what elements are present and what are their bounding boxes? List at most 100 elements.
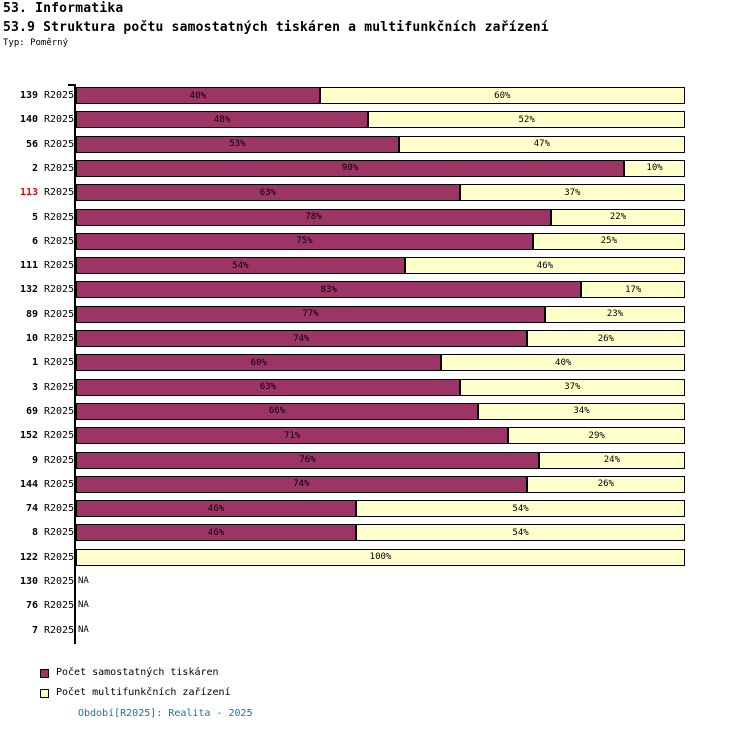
bar-value-label: 26%	[597, 333, 614, 344]
stacked-bar[interactable]: 75% 25%	[76, 232, 685, 250]
stacked-bar[interactable]: 46% 54%	[76, 500, 685, 518]
stacked-bar[interactable]: 60% 40%	[76, 354, 685, 372]
stacked-bar[interactable]: 78% 22%	[76, 208, 685, 226]
stacked-bar[interactable]: 76% 24%	[76, 451, 685, 469]
table-row[interactable]: 74 R2025 46% 54%	[0, 500, 750, 520]
bar-segment-printers[interactable]: 74%	[76, 330, 527, 347]
table-row[interactable]: 3 R2025 63% 37%	[0, 378, 750, 399]
table-row[interactable]: 139 R2025 40% 60%	[0, 87, 750, 107]
bar-segment-multifunction[interactable]: 29%	[508, 427, 685, 445]
bar-segment-multifunction[interactable]: 46%	[404, 257, 685, 275]
bar-value-label: 25%	[600, 236, 617, 247]
table-row[interactable]: 152 R2025 71% 29%	[0, 427, 750, 447]
table-row[interactable]: 1 R2025 60% 40%	[0, 354, 750, 374]
bar-segment-multifunction[interactable]: 54%	[356, 500, 685, 518]
stacked-bar[interactable]: 71% 29%	[76, 427, 685, 445]
table-row[interactable]: 69 R2025 66% 34%	[0, 402, 750, 423]
row-id-label: 5	[31, 211, 38, 223]
bar-segment-multifunction[interactable]: 37%	[459, 378, 685, 396]
stacked-bar[interactable]: 77% 23%	[76, 305, 685, 323]
table-row[interactable]: 111 R2025 54% 46%	[0, 257, 750, 277]
stacked-bar[interactable]: 54% 46%	[76, 257, 685, 275]
bar-segment-printers[interactable]: 60%	[76, 354, 442, 372]
bar-segment-multifunction[interactable]: 40%	[441, 354, 685, 372]
bar-segment-multifunction[interactable]: 24%	[538, 451, 685, 469]
bar-segment-printers[interactable]: 78%	[76, 208, 552, 226]
stacked-bar[interactable]: 46% 54%	[76, 524, 685, 542]
bar-segment-multifunction[interactable]: 17%	[581, 281, 685, 299]
bar-segment-multifunction[interactable]: 52%	[368, 111, 685, 129]
bar-segment-multifunction[interactable]: 26%	[526, 330, 685, 347]
table-row[interactable]: 76 R2025 NA	[0, 597, 750, 617]
stacked-bar[interactable]: 63% 37%	[76, 184, 685, 202]
table-row[interactable]: 5 R2025 78% 22%	[0, 208, 750, 229]
stacked-bar[interactable]: 83% 17%	[76, 281, 685, 299]
row-period-label: R2025	[44, 211, 75, 223]
table-row[interactable]: 144 R2025 74% 26%	[0, 475, 750, 496]
stacked-bar[interactable]: 74% 26%	[76, 330, 685, 347]
bar-value-label: 75%	[296, 236, 313, 247]
bar-segment-printers[interactable]: 48%	[76, 111, 369, 129]
bar-segment-printers[interactable]: 54%	[76, 257, 405, 275]
bar-segment-multifunction[interactable]: 10%	[624, 159, 685, 177]
bar-segment-printers[interactable]: 83%	[76, 281, 582, 299]
table-row[interactable]: 89 R2025 77% 23%	[0, 305, 750, 326]
bar-segment-multifunction[interactable]: 37%	[459, 184, 685, 202]
bar-segment-printers[interactable]: 90%	[76, 159, 625, 177]
bar-value-label: 22%	[609, 212, 627, 222]
bar-segment-printers[interactable]: 46%	[76, 524, 357, 542]
table-row[interactable]: 8 R2025 46% 54%	[0, 524, 750, 544]
bar-segment-multifunction[interactable]: 25%	[532, 232, 685, 250]
bar-segment-printers[interactable]: 76%	[76, 451, 539, 469]
stacked-bar[interactable]: 40% 60%	[76, 87, 685, 104]
row-id-label: 74	[25, 503, 38, 515]
bar-segment-printers[interactable]: 63%	[76, 378, 460, 396]
row-id-label: 56	[25, 138, 38, 150]
bar-segment-multifunction[interactable]: 100%	[76, 548, 685, 566]
bar-segment-printers[interactable]: 46%	[76, 500, 357, 518]
stacked-bar[interactable]: 90% 10%	[76, 159, 685, 177]
bar-segment-multifunction[interactable]: 47%	[398, 135, 685, 153]
bar-value-label: 60%	[250, 357, 267, 368]
bar-segment-multifunction[interactable]: 34%	[477, 402, 685, 420]
row-period-label: R2025	[44, 454, 75, 466]
bar-segment-printers[interactable]: 63%	[76, 184, 460, 202]
table-row[interactable]: 9 R2025 76% 24%	[0, 451, 750, 472]
legend: Počet samostatných tiskáren Počet multifu…	[40, 663, 231, 703]
row-id-label: 111	[19, 260, 38, 272]
bar-segment-multifunction[interactable]: 23%	[544, 305, 685, 323]
bar-value-label: 47%	[533, 139, 550, 150]
stacked-bar[interactable]: 53% 47%	[76, 135, 685, 153]
bar-segment-multifunction[interactable]: 26%	[526, 475, 685, 493]
bar-segment-multifunction[interactable]: 22%	[551, 208, 685, 226]
legend-item[interactable]: Počet samostatných tiskáren	[40, 663, 231, 683]
table-row[interactable]: 10 R2025 74% 26%	[0, 330, 750, 350]
bar-value-label: 60%	[494, 90, 511, 101]
stacked-bar[interactable]: 100%	[76, 548, 685, 566]
stacked-bar[interactable]: 48% 52%	[76, 111, 685, 129]
bar-segment-printers[interactable]: 77%	[76, 305, 545, 323]
table-row[interactable]: 132 R2025 83% 17%	[0, 281, 750, 301]
table-row[interactable]: 113 R2025 63% 37%	[0, 184, 750, 204]
bar-segment-printers[interactable]: 71%	[76, 427, 509, 445]
stacked-bar[interactable]: 74% 26%	[76, 475, 685, 493]
bar-segment-printers[interactable]: 53%	[76, 135, 399, 153]
bar-segment-printers[interactable]: 66%	[76, 402, 478, 420]
table-row[interactable]: 140 R2025 48% 52%	[0, 111, 750, 131]
bar-segment-multifunction[interactable]: 60%	[319, 87, 685, 104]
stacked-bar[interactable]: 66% 34%	[76, 402, 685, 420]
bar-segment-printers[interactable]: 74%	[76, 475, 527, 493]
table-row[interactable]: 2 R2025 90% 10%	[0, 159, 750, 180]
bar-segment-printers[interactable]: 40%	[76, 87, 320, 104]
table-row[interactable]: 7 R2025 NA	[0, 622, 750, 642]
bar-segment-printers[interactable]: 75%	[76, 232, 533, 250]
table-row[interactable]: 6 R2025 75% 25%	[0, 232, 750, 253]
bar-segment-multifunction[interactable]: 54%	[356, 524, 685, 542]
bar-value-label: 90%	[341, 163, 359, 174]
table-row[interactable]: 122 R2025 100%	[0, 548, 750, 569]
stacked-bar[interactable]: 63% 37%	[76, 378, 685, 396]
legend-item[interactable]: Počet multifunkčních zařízení	[40, 683, 231, 703]
row-id-label: 76	[25, 600, 38, 612]
table-row[interactable]: 130 R2025 NA	[0, 573, 750, 593]
table-row[interactable]: 56 R2025 53% 47%	[0, 135, 750, 156]
